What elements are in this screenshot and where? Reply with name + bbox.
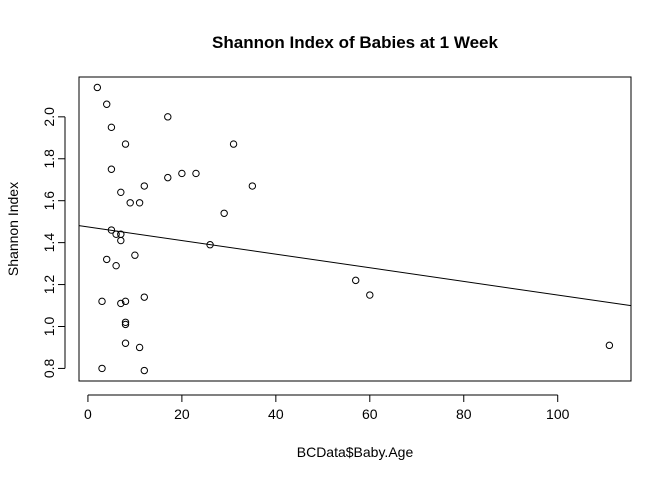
y-tick-label: 1.0	[41, 317, 57, 337]
data-point	[605, 341, 614, 350]
data-point	[352, 276, 360, 285]
data-point	[366, 291, 374, 299]
data-point	[126, 199, 134, 207]
data-point	[121, 140, 130, 148]
data-point	[103, 255, 111, 264]
data-point	[107, 123, 116, 132]
chart-title: Shannon Index of Babies at 1 Week	[212, 33, 498, 52]
y-axis-label: Shannon Index	[5, 182, 21, 276]
data-point	[164, 113, 172, 121]
data-point	[103, 100, 111, 108]
data-point	[178, 169, 186, 178]
data-point	[164, 173, 172, 182]
data-point	[140, 182, 149, 190]
plot-frame	[78, 76, 632, 382]
data-point	[229, 140, 238, 148]
data-point	[192, 169, 200, 178]
data-point	[98, 364, 106, 373]
data-point	[135, 199, 144, 207]
data-point	[117, 299, 125, 308]
data-point	[140, 293, 149, 301]
x-tick-label: 20	[174, 406, 190, 422]
y-tick-label: 1.6	[41, 191, 57, 211]
data-point	[131, 251, 139, 259]
x-axis: 0 20 40 60 80 100	[84, 394, 570, 422]
data-point	[93, 83, 102, 92]
data-point	[121, 339, 130, 347]
x-tick-label: 60	[362, 406, 378, 422]
data-point	[135, 343, 144, 352]
data-point	[107, 165, 116, 173]
data-point	[121, 320, 130, 329]
data-point	[98, 297, 106, 306]
x-tick-label: 40	[268, 406, 284, 422]
data-point	[117, 188, 125, 197]
y-tick-label: 1.4	[41, 233, 57, 253]
x-tick-label: 80	[456, 406, 472, 422]
data-point	[121, 297, 130, 306]
y-tick-label: 0.8	[41, 358, 57, 378]
y-axis: 0.8 1.0 1.2 1.4 1.6 1.8 2.0	[41, 107, 66, 378]
regression-line	[78, 225, 632, 307]
x-tick-label: 100	[546, 406, 570, 422]
data-point	[248, 182, 257, 190]
data-point	[220, 209, 228, 217]
data-point	[112, 261, 120, 270]
y-tick-label: 1.8	[41, 149, 57, 169]
data-point	[121, 318, 130, 326]
data-point	[140, 366, 149, 375]
y-tick-label: 2.0	[41, 107, 57, 127]
data-points	[93, 83, 614, 375]
x-tick-label: 0	[84, 406, 92, 422]
y-tick-label: 1.2	[41, 275, 57, 295]
data-point	[117, 236, 125, 245]
x-axis-label: BCData$Baby.Age	[297, 444, 414, 460]
